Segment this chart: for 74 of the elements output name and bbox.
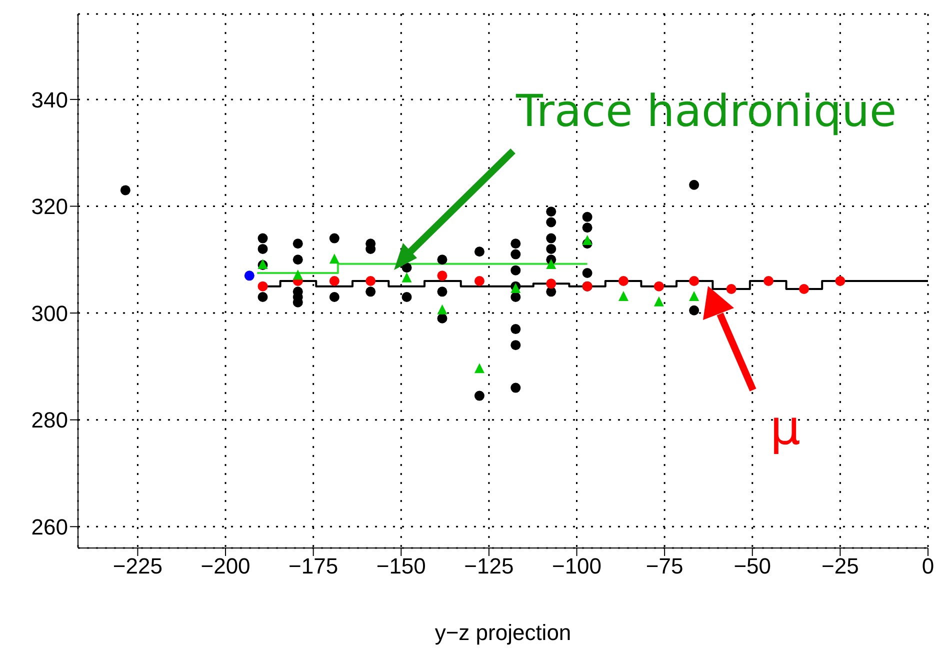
point (546, 278, 556, 289)
point (120, 185, 130, 196)
x-tick-label: −150 (376, 554, 426, 579)
x-tick-label: −25 (822, 554, 859, 579)
point (329, 233, 340, 244)
point (546, 233, 556, 244)
point (546, 217, 556, 228)
point (835, 276, 846, 286)
point (329, 292, 340, 302)
point (437, 286, 448, 297)
x-tick-label: −200 (200, 554, 250, 579)
y-tick-label: 300 (31, 300, 68, 326)
point (292, 238, 303, 249)
x-tick-label: 0 (922, 554, 934, 579)
x-tick-label: −75 (646, 554, 684, 579)
annotation: μ (770, 400, 801, 456)
point (474, 390, 484, 401)
y-tick-label: 320 (31, 194, 68, 220)
y-tick-label: 260 (31, 514, 68, 540)
x-tick-label: −125 (464, 554, 514, 579)
point (437, 254, 448, 265)
point (510, 340, 521, 350)
point (258, 244, 268, 254)
x-tick-label: −225 (112, 554, 162, 579)
point (689, 180, 700, 190)
point (689, 291, 700, 302)
point (546, 206, 556, 217)
point (510, 292, 521, 302)
point (689, 276, 700, 286)
point (654, 281, 664, 292)
point (258, 292, 268, 302)
point (329, 254, 340, 264)
point (366, 276, 376, 286)
x-tick-label: −50 (734, 554, 772, 579)
point (510, 382, 521, 393)
point (292, 254, 303, 265)
point (618, 276, 628, 286)
point (437, 304, 448, 314)
point (510, 265, 521, 276)
point (474, 276, 484, 286)
point (654, 296, 664, 306)
point (764, 276, 774, 286)
point (366, 286, 376, 297)
point (726, 284, 736, 294)
point (402, 272, 412, 282)
point (510, 238, 521, 249)
point (244, 270, 254, 281)
point (258, 281, 268, 292)
x-axis-title: y−z projection (434, 620, 572, 645)
point (689, 305, 700, 316)
point (437, 270, 448, 281)
point (474, 246, 484, 257)
x-tick-label: −175 (288, 554, 338, 579)
point (618, 291, 628, 302)
y-tick-label: 280 (31, 408, 68, 433)
point (510, 249, 521, 260)
point (510, 324, 521, 334)
annotation: Trace hadronique (516, 86, 897, 137)
point (402, 262, 412, 273)
point (258, 233, 268, 244)
point (292, 270, 303, 280)
point (437, 313, 448, 324)
point (474, 363, 484, 374)
x-tick-label: −100 (552, 554, 602, 579)
point (402, 292, 412, 302)
point (582, 268, 592, 278)
point (799, 284, 810, 294)
point (582, 222, 592, 233)
point (329, 276, 340, 286)
point (546, 244, 556, 254)
y-tick-label: 340 (31, 87, 68, 112)
point (546, 258, 556, 269)
point (582, 212, 592, 222)
point (582, 234, 592, 245)
